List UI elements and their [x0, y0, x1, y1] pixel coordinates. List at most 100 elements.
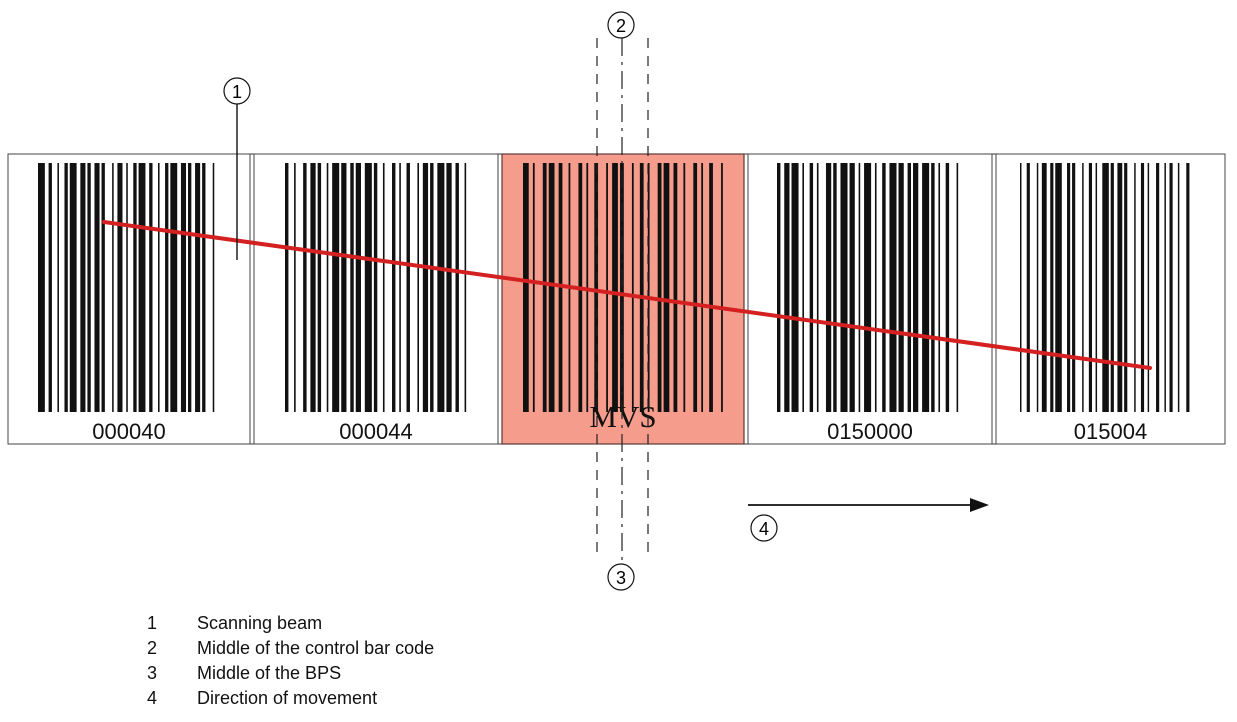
- bar: [188, 163, 192, 412]
- bar: [1050, 163, 1054, 412]
- bar: [406, 163, 410, 412]
- bar: [212, 163, 215, 412]
- callout-2-circle: [607, 11, 635, 39]
- bar: [317, 163, 322, 412]
- control-bar: [523, 163, 529, 412]
- bar: [392, 163, 396, 412]
- bar: [364, 163, 372, 412]
- bar: [373, 163, 378, 412]
- control-bar: [721, 163, 723, 412]
- bar: [1110, 163, 1114, 412]
- bar: [1169, 163, 1173, 412]
- direction-arrow-head: [970, 498, 989, 512]
- bar: [898, 163, 904, 412]
- bar: [1156, 163, 1160, 412]
- control-bar: [693, 163, 698, 412]
- bar: [777, 163, 781, 412]
- bar: [1082, 163, 1084, 412]
- control-bar: [631, 163, 634, 412]
- callout-3-label: 3: [616, 568, 626, 588]
- bar: [94, 163, 100, 412]
- bar: [1067, 163, 1071, 412]
- control-code-label: MVS: [589, 399, 656, 434]
- bar: [180, 163, 187, 412]
- bar: [355, 163, 361, 412]
- bar: [112, 163, 114, 412]
- control-bar: [612, 163, 618, 412]
- bar: [1072, 163, 1076, 412]
- callout-2-label: 2: [616, 16, 626, 36]
- legend-number: 3: [147, 663, 158, 683]
- bar: [931, 163, 935, 412]
- bar: [1088, 163, 1093, 412]
- legend-number: 4: [147, 688, 158, 708]
- bar: [840, 163, 848, 412]
- callout-1-circle: [223, 77, 251, 105]
- bar: [195, 163, 201, 412]
- barcode-cell: [7, 153, 251, 445]
- bar: [303, 163, 307, 412]
- bar: [382, 163, 385, 412]
- bar: [945, 163, 950, 412]
- barcode-positioning-diagram: 000040 000044 MVS 0150000 015004 1 2 3 4: [7, 11, 1226, 591]
- bar: [1055, 163, 1062, 412]
- barcode-strip: 000040 000044 MVS 0150000 015004: [7, 153, 1226, 445]
- control-bar: [701, 163, 704, 412]
- control-bar: [673, 163, 678, 412]
- bar: [1095, 163, 1098, 412]
- bar: [38, 163, 45, 412]
- barcode-cell: [995, 153, 1226, 445]
- control-bar: [620, 163, 624, 412]
- bar: [1026, 163, 1030, 412]
- bar: [1117, 163, 1123, 412]
- bar: [816, 163, 819, 412]
- bar: [126, 163, 128, 412]
- bar: [809, 163, 814, 412]
- bar: [882, 163, 886, 412]
- bar: [48, 163, 52, 412]
- barcode-label: 000040: [92, 419, 165, 444]
- bar: [864, 163, 872, 412]
- bar: [341, 163, 347, 412]
- bar: [858, 163, 861, 412]
- bar: [913, 163, 919, 412]
- control-bar: [606, 163, 608, 412]
- barcode-label: 000044: [339, 419, 412, 444]
- bar: [1020, 163, 1022, 412]
- legend-item-control-middle: 2 Middle of the control bar code: [147, 636, 667, 661]
- legend-label: Direction of movement: [197, 688, 378, 708]
- bar: [784, 163, 790, 412]
- bar: [1036, 163, 1039, 412]
- bar: [1124, 163, 1128, 412]
- control-bar: [647, 163, 650, 412]
- scanning-beam: [102, 220, 1152, 370]
- bar: [889, 163, 897, 412]
- bar: [849, 163, 855, 412]
- barcode-label: 0150000: [827, 419, 913, 444]
- legend-number: 2: [147, 638, 158, 658]
- bar: [922, 163, 930, 412]
- bar: [1147, 163, 1150, 412]
- control-bar: [542, 163, 547, 412]
- legend-label: Middle of the control bar code: [197, 638, 435, 658]
- bar: [326, 163, 329, 412]
- callout-4-circle: [750, 514, 778, 542]
- bar: [874, 163, 877, 412]
- bar: [1140, 163, 1145, 412]
- bar: [285, 163, 289, 412]
- control-bar: [594, 163, 599, 412]
- control-bar: [657, 163, 662, 412]
- bar: [833, 163, 837, 412]
- bar: [1164, 163, 1166, 412]
- bar: [825, 163, 832, 412]
- bar: [138, 163, 146, 412]
- control-bar: [663, 163, 670, 412]
- bar: [1041, 163, 1047, 412]
- bar: [64, 163, 68, 412]
- bar: [417, 163, 420, 412]
- bar: [332, 163, 340, 412]
- legend-item-direction: 4 Direction of movement: [147, 686, 667, 711]
- bar: [158, 163, 160, 412]
- bar: [202, 163, 206, 412]
- bar: [80, 163, 86, 412]
